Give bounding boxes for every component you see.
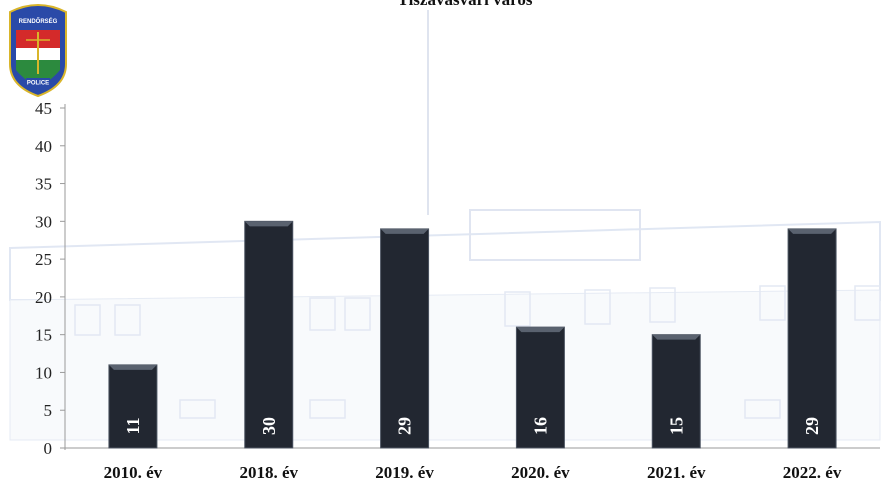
y-tick-label: 20 <box>35 288 52 307</box>
chart-title: Tiszavasvári város <box>398 0 533 9</box>
x-category-label: 2018. év <box>239 463 298 482</box>
bar-rect <box>651 334 701 449</box>
bar-bevel <box>108 364 157 370</box>
bar-series: 11 30 29 16 15 29 <box>108 220 837 449</box>
bar <box>244 220 294 449</box>
bar-rect <box>380 228 430 449</box>
bar-data-label: 29 <box>802 417 822 435</box>
badge-bottom-text: POLICE <box>27 81 49 87</box>
y-tick-label: 25 <box>35 250 52 269</box>
bar <box>380 228 430 449</box>
x-axis-labels: 2010. év 2018. év 2019. év 2020. év 2021. év… <box>104 463 842 482</box>
bar-rect <box>787 228 837 449</box>
bar <box>787 228 837 449</box>
x-category-label: 2022. év <box>783 463 842 482</box>
bar <box>651 334 701 449</box>
y-tick-label: 45 <box>35 99 52 118</box>
x-category-label: 2010. év <box>104 463 163 482</box>
y-tick-label: 5 <box>44 401 53 420</box>
bar <box>108 364 158 449</box>
badge-top-text: RENDŐRSÉG <box>19 17 58 25</box>
bar-data-label: 16 <box>530 417 550 435</box>
y-tick-label: 0 <box>44 439 53 458</box>
bar-bevel <box>380 228 429 234</box>
bar-rect <box>515 326 565 449</box>
bar-bevel <box>788 228 837 234</box>
bar-data-label: 15 <box>666 417 686 435</box>
y-tick-label: 40 <box>35 137 52 156</box>
y-tick-label: 35 <box>35 175 52 194</box>
x-category-label: 2021. év <box>647 463 706 482</box>
bar-rect <box>108 364 158 449</box>
bar-rect <box>244 220 294 449</box>
police-badge-logo: RENDŐRSÉG POLICE <box>9 4 67 98</box>
y-tick-label: 15 <box>35 326 52 345</box>
bar-data-label: 29 <box>395 417 415 435</box>
y-tick-label: 30 <box>35 212 52 231</box>
bar-bevel <box>516 327 565 333</box>
bar-data-label: 30 <box>259 417 279 435</box>
bar-bevel <box>652 334 701 340</box>
bar-data-label: 11 <box>123 417 143 434</box>
bar <box>515 326 565 449</box>
y-tick-label: 10 <box>35 363 52 382</box>
x-category-label: 2019. év <box>375 463 434 482</box>
y-axis-ticks: 0 5 10 15 20 25 30 35 40 45 <box>35 99 65 458</box>
bar-bevel <box>244 221 293 227</box>
x-category-label: 2020. év <box>511 463 570 482</box>
